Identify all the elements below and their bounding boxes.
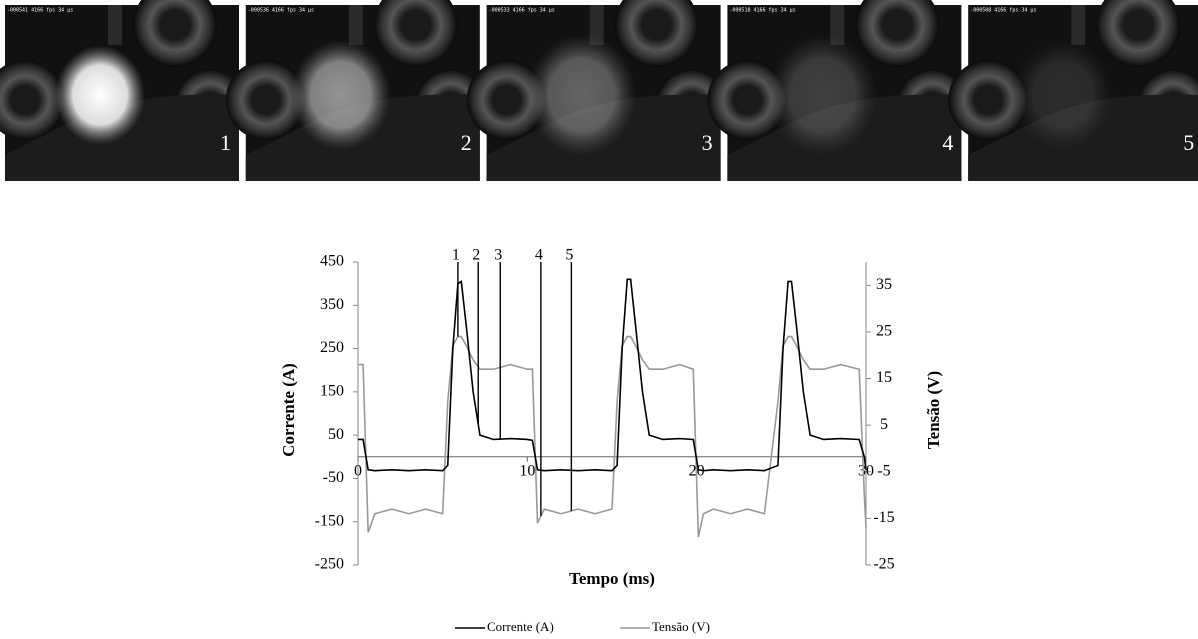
frame-electrode: [830, 5, 845, 45]
x-tick-label: 30: [858, 462, 874, 479]
frame-label: 3: [702, 130, 713, 155]
frame-label: 2: [461, 130, 472, 155]
y-tick-label: 450: [320, 253, 344, 270]
frame-label: 1: [220, 130, 231, 155]
x-tick-label: 0: [354, 462, 362, 479]
series-line: [358, 335, 867, 538]
y-tick-label: -50: [323, 469, 344, 486]
frame-label: 5: [1183, 130, 1194, 155]
y-tick-label: -250: [315, 556, 344, 573]
frame-ring: [133, 0, 217, 67]
frame: -000533 4166 fps 34 µs 3: [466, 0, 728, 181]
x-axis-label: Tempo (ms): [569, 569, 655, 588]
y2-tick-label: -25: [873, 556, 894, 573]
frames: -000541 4166 fps 34 µs1-000536 4166 fps …: [0, 0, 1198, 181]
frame-header: -000541 4166 fps 34 µs: [7, 8, 73, 14]
y-tick-label: -150: [315, 512, 344, 529]
y2-tick-label: -5: [877, 462, 890, 479]
frame: -000508 4166 fps 34 µs 5: [948, 0, 1198, 181]
chart: 45035025015050-50-150-2503525155-5-15-25…: [315, 247, 895, 634]
frame-arc: [526, 34, 637, 156]
frame-electrode: [1071, 5, 1086, 45]
y2-tick-label: 15: [876, 369, 892, 386]
frame-header: -000518 4166 fps 34 µs: [729, 8, 795, 14]
frame-ring: [855, 0, 940, 67]
y-tick-label: 250: [320, 339, 344, 356]
frame-header: -000508 4166 fps 34 µs: [970, 8, 1036, 14]
legend-label: Tensão (V): [652, 619, 710, 634]
y2-tick-label: 25: [876, 323, 892, 340]
frame-electrode: [589, 5, 604, 45]
marker-label: 3: [494, 247, 502, 264]
frame-header: -000533 4166 fps 34 µs: [489, 8, 555, 14]
marker-label: 2: [472, 247, 480, 264]
frame-arc: [290, 40, 391, 150]
frame-arc: [1013, 40, 1114, 150]
y-tick-label: 50: [328, 426, 344, 443]
frame: -000518 4166 fps 34 µs 4: [707, 0, 969, 181]
frame-ring: [466, 60, 547, 140]
y-axis-label: Corrente (A): [279, 363, 298, 457]
frame: -000541 4166 fps 34 µs 1: [0, 0, 246, 181]
frame-electrode: [348, 5, 363, 45]
frame-arc: [767, 34, 878, 156]
legend-label: Corrente (A): [487, 619, 554, 634]
frame-label: 4: [942, 130, 953, 155]
y2-axis-label: Tensão (V): [924, 371, 943, 449]
frame-ring: [948, 60, 1029, 140]
marker-label: 4: [535, 247, 543, 264]
y-tick-label: 150: [320, 383, 344, 400]
frame-ring: [1096, 0, 1181, 67]
frame: -000536 4166 fps 34 µs 2: [225, 0, 487, 181]
y2-tick-label: -15: [873, 509, 894, 526]
frame-ring: [373, 0, 458, 67]
frame-ring: [0, 60, 65, 140]
y-tick-label: 350: [320, 296, 344, 313]
marker-label: 1: [452, 247, 460, 264]
series-line: [358, 278, 867, 472]
frame-electrode: [108, 5, 122, 45]
y2-tick-label: 35: [876, 276, 892, 293]
y2-tick-label: 5: [880, 416, 888, 433]
frame-ring: [614, 0, 699, 67]
frame-header: -000536 4166 fps 34 µs: [248, 8, 314, 14]
x-tick-label: 10: [519, 462, 535, 479]
frame-ring: [225, 60, 306, 140]
frame-arc: [55, 45, 145, 145]
marker-label: 5: [565, 247, 573, 264]
frame-ring: [707, 60, 788, 140]
